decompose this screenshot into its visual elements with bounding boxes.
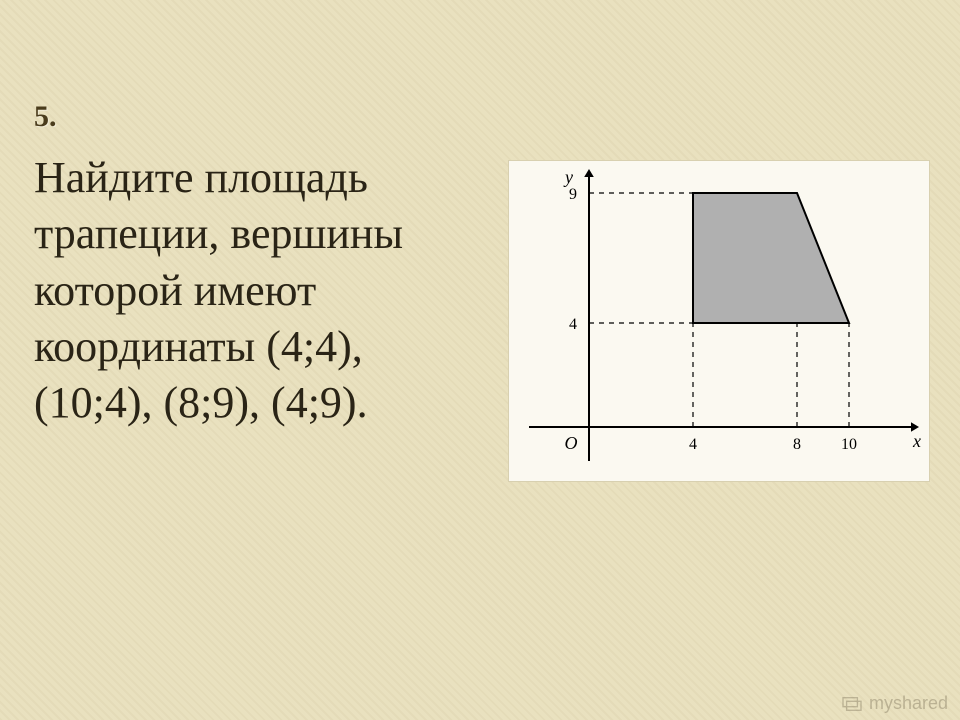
svg-text:4: 4 xyxy=(569,316,577,333)
svg-text:9: 9 xyxy=(569,186,577,203)
svg-text:4: 4 xyxy=(689,436,697,453)
coordinate-chart-svg: x y О 4 8 10 4 9 xyxy=(509,161,929,481)
watermark-text: myshared xyxy=(869,693,948,714)
coordinate-chart: x y О 4 8 10 4 9 xyxy=(508,160,930,482)
watermark: myshared xyxy=(841,693,948,714)
svg-text:y: y xyxy=(563,167,573,187)
svg-text:10: 10 xyxy=(841,436,857,453)
slide-page: 5. Найдите площадь трапеции, вершины кот… xyxy=(0,0,960,720)
slides-icon xyxy=(841,695,863,713)
svg-text:x: x xyxy=(912,431,921,451)
svg-text:О: О xyxy=(565,433,578,453)
problem-statement-text: Найдите площадь трапеции, вершины которо… xyxy=(34,150,464,432)
problem-number-heading: 5. xyxy=(34,100,57,134)
svg-text:8: 8 xyxy=(793,436,801,453)
